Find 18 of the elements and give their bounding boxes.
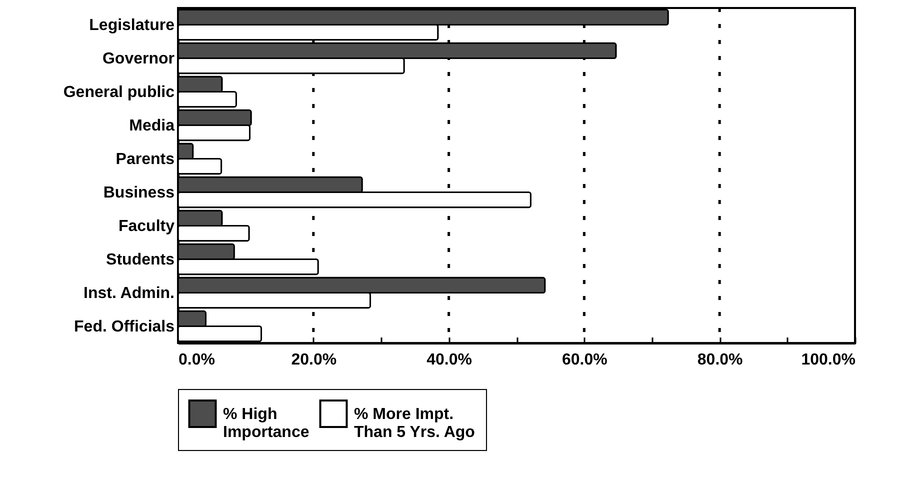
- y-tick-label: Fed. Officials: [74, 318, 175, 336]
- x-tick-label: 60.0%: [562, 352, 608, 368]
- x-tick-label: 40.0%: [426, 352, 472, 368]
- y-tick-label: General public: [63, 84, 175, 101]
- y-tick-label: Parents: [116, 150, 175, 168]
- y-tick-label: Media: [129, 117, 175, 134]
- y-tick-label: Faculty: [118, 218, 175, 235]
- x-tick-label: 80.0%: [697, 352, 743, 368]
- y-tick-label: Students: [106, 251, 175, 268]
- x-tick-label: 20.0%: [291, 352, 337, 368]
- y-tick-label: Governor: [102, 50, 174, 68]
- y-tick-label: Legislature: [89, 16, 175, 34]
- x-tick-label: 0.0%: [178, 352, 215, 368]
- y-tick-label: Inst. Admin.: [84, 284, 174, 302]
- y-tick-label: Business: [103, 184, 175, 202]
- legend-label: % More Impt. Than 5 Yrs. Ago: [354, 406, 476, 441]
- x-tick-label: 100.0%: [801, 352, 856, 368]
- legend-label: % High Importance: [223, 406, 310, 441]
